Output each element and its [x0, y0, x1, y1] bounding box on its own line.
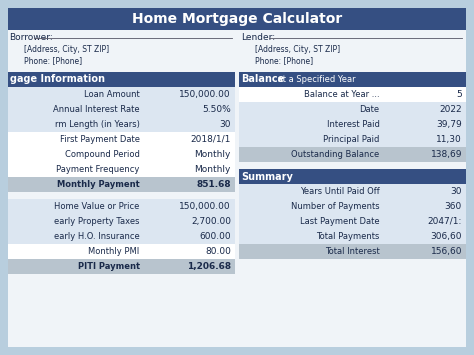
Bar: [239, 184, 466, 199]
Text: rm Length (in Years): rm Length (in Years): [55, 120, 140, 129]
Bar: [8, 72, 235, 87]
Text: gage Information: gage Information: [10, 75, 105, 84]
Bar: [239, 87, 466, 102]
Bar: [8, 229, 235, 244]
Bar: [239, 169, 466, 184]
Text: Number of Payments: Number of Payments: [291, 202, 380, 211]
Bar: [239, 117, 466, 132]
Bar: [8, 214, 235, 229]
Text: 600.00: 600.00: [200, 232, 231, 241]
Text: Total Payments: Total Payments: [316, 232, 380, 241]
Text: Compound Period: Compound Period: [65, 150, 140, 159]
Text: at a Specified Year: at a Specified Year: [275, 75, 356, 84]
Text: Summary: Summary: [241, 171, 293, 181]
Text: 30: 30: [450, 187, 462, 196]
Text: Monthly: Monthly: [195, 165, 231, 174]
Text: Date: Date: [360, 105, 380, 114]
Text: Payment Frequency: Payment Frequency: [56, 165, 140, 174]
Bar: [8, 102, 235, 117]
Text: Balance at Year ...: Balance at Year ...: [304, 90, 380, 99]
Bar: [239, 199, 466, 214]
Bar: [8, 177, 235, 192]
Bar: [239, 162, 466, 169]
Bar: [8, 30, 466, 72]
Bar: [8, 192, 235, 199]
Text: early H.O. Insurance: early H.O. Insurance: [54, 232, 140, 241]
Text: 306,60: 306,60: [430, 232, 462, 241]
Text: 30: 30: [219, 120, 231, 129]
Text: 2018/1/1: 2018/1/1: [191, 135, 231, 144]
Text: Home Mortgage Calculator: Home Mortgage Calculator: [132, 12, 342, 26]
Bar: [8, 259, 235, 274]
Text: 2,700.00: 2,700.00: [191, 217, 231, 226]
Text: 2047/1:: 2047/1:: [428, 217, 462, 226]
Text: Years Until Paid Off: Years Until Paid Off: [300, 187, 380, 196]
Text: 11,30: 11,30: [436, 135, 462, 144]
Text: Annual Interest Rate: Annual Interest Rate: [53, 105, 140, 114]
Text: Loan Amount: Loan Amount: [84, 90, 140, 99]
Text: Interest Paid: Interest Paid: [327, 120, 380, 129]
Text: Lender:: Lender:: [241, 33, 275, 43]
Text: 1,206.68: 1,206.68: [187, 262, 231, 271]
Bar: [239, 214, 466, 229]
Text: [Address, City, ST ZIP]: [Address, City, ST ZIP]: [255, 45, 340, 55]
Text: Phone: [Phone]: Phone: [Phone]: [255, 56, 313, 66]
Text: 851.68: 851.68: [196, 180, 231, 189]
Bar: [8, 162, 235, 177]
Bar: [8, 132, 235, 147]
Bar: [8, 87, 235, 102]
Bar: [239, 132, 466, 147]
Text: Monthly: Monthly: [195, 150, 231, 159]
Bar: [8, 147, 235, 162]
Bar: [239, 244, 466, 259]
Text: 2022: 2022: [439, 105, 462, 114]
Text: early Property Taxes: early Property Taxes: [54, 217, 140, 226]
Text: Borrower:: Borrower:: [9, 33, 53, 43]
Bar: [8, 117, 235, 132]
Text: PITI Payment: PITI Payment: [78, 262, 140, 271]
Text: Phone: [Phone]: Phone: [Phone]: [24, 56, 82, 66]
Text: Balance: Balance: [241, 75, 284, 84]
Bar: [239, 147, 466, 162]
Bar: [8, 244, 235, 259]
Bar: [239, 229, 466, 244]
Text: Principal Paid: Principal Paid: [323, 135, 380, 144]
Bar: [239, 102, 466, 117]
Text: Outstanding Balance: Outstanding Balance: [292, 150, 380, 159]
Text: 138,69: 138,69: [430, 150, 462, 159]
Text: First Payment Date: First Payment Date: [60, 135, 140, 144]
Text: 80.00: 80.00: [205, 247, 231, 256]
Text: 150,000.00: 150,000.00: [179, 202, 231, 211]
Text: 360: 360: [445, 202, 462, 211]
Text: 5: 5: [456, 90, 462, 99]
Bar: [239, 72, 466, 87]
Text: 156,60: 156,60: [430, 247, 462, 256]
Text: Total Interest: Total Interest: [325, 247, 380, 256]
Text: 39,79: 39,79: [436, 120, 462, 129]
Text: Monthly PMI: Monthly PMI: [89, 247, 140, 256]
Text: 5.50%: 5.50%: [202, 105, 231, 114]
Text: 150,000.00: 150,000.00: [179, 90, 231, 99]
Text: [Address, City, ST ZIP]: [Address, City, ST ZIP]: [24, 45, 109, 55]
Bar: [8, 8, 466, 30]
Bar: [8, 199, 235, 214]
Text: Last Payment Date: Last Payment Date: [300, 217, 380, 226]
Text: Home Value or Price: Home Value or Price: [55, 202, 140, 211]
Text: Monthly Payment: Monthly Payment: [57, 180, 140, 189]
Bar: [438, 88, 464, 101]
